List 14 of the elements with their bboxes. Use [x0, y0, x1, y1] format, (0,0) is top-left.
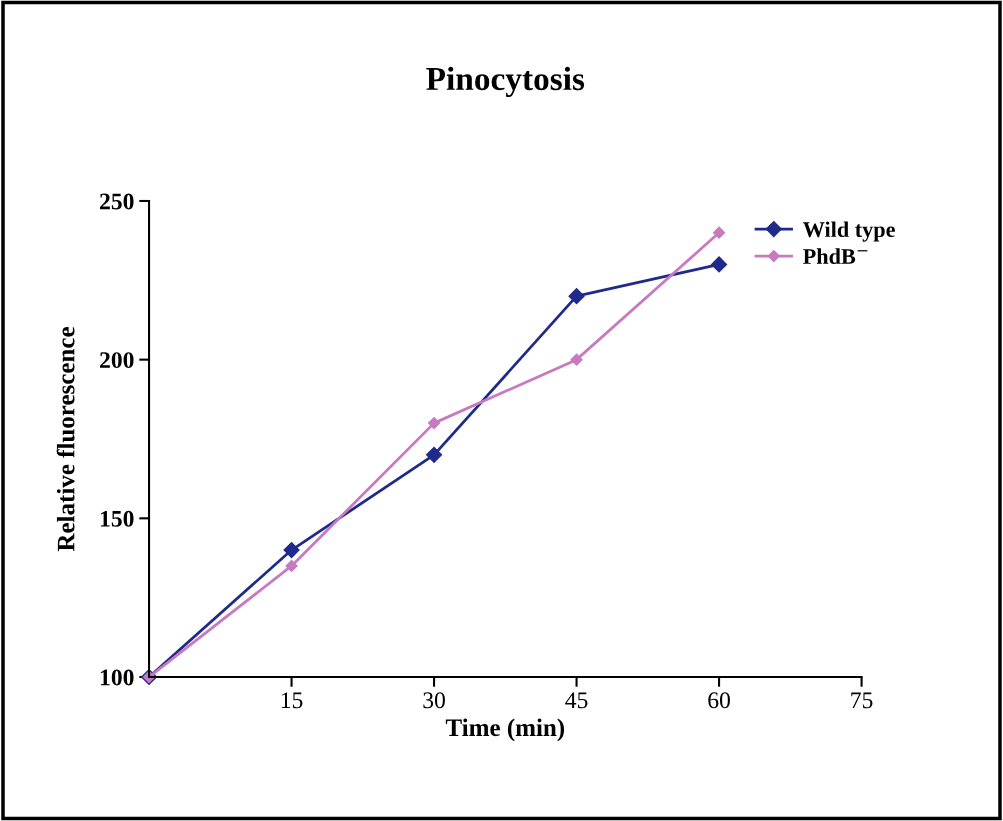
legend-label: PhdB$^{−}$	[803, 248, 868, 264]
x-tick-label: 75	[851, 692, 873, 709]
x-tick-label: 60	[708, 692, 730, 709]
x-tick-label: 45	[565, 692, 588, 709]
y-tick-label: 200	[100, 352, 134, 369]
y-tick-label: 250	[100, 193, 134, 210]
y-axis-title: Relative fluorescence	[56, 327, 75, 552]
x-tick-label: 15	[281, 692, 303, 709]
x-tick-label: 30	[423, 692, 445, 709]
y-tick-label: 100	[100, 669, 134, 686]
chart-title: Pinocytosis	[426, 66, 585, 98]
legend-label: Wild type	[802, 221, 895, 242]
x-axis-title: Time (min)	[445, 718, 565, 742]
y-tick-label: 150	[100, 510, 134, 527]
